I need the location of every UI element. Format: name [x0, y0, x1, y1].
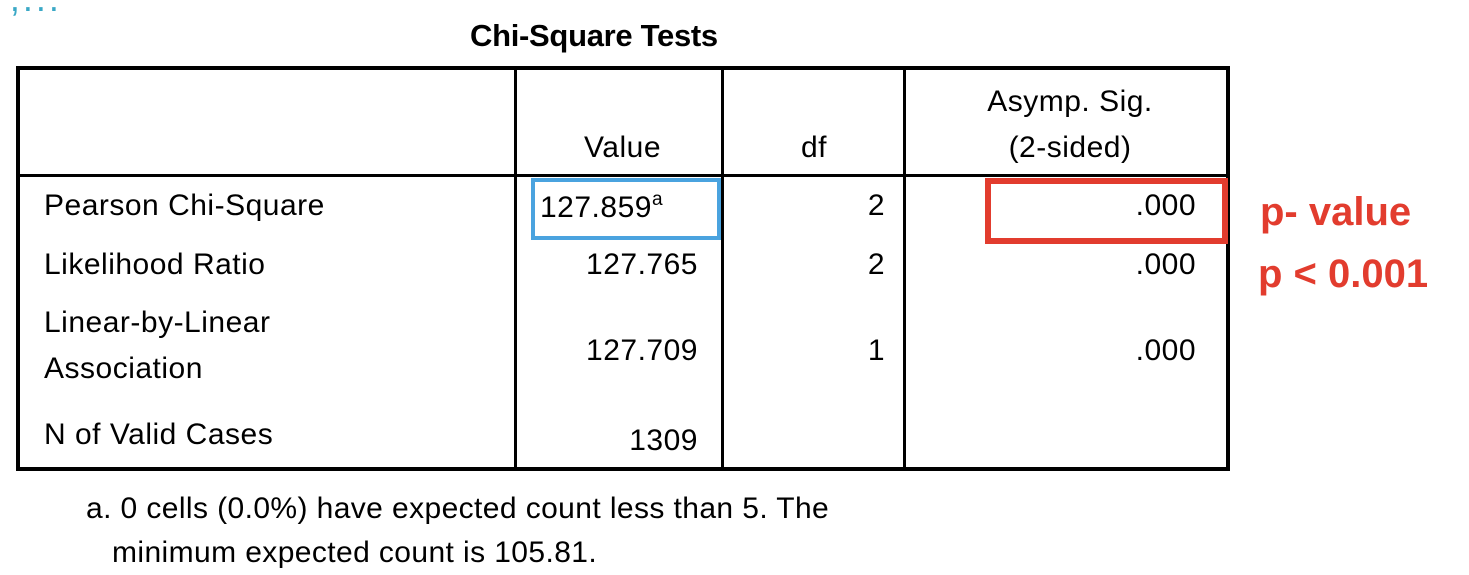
row-label-linear-1: Linear-by-Linear	[44, 306, 271, 339]
table-footnote: a. 0 cells (0.0%) have expected count le…	[86, 487, 829, 575]
row-value-pearson: 127.859a	[540, 189, 663, 225]
row-df-likelihood: 2	[867, 248, 885, 281]
p-threshold-annotation: p < 0.001	[1258, 252, 1429, 296]
row-label-likelihood: Likelihood Ratio	[44, 248, 266, 281]
value-highlight-box	[531, 178, 721, 240]
col-divider-3	[903, 70, 906, 467]
row-sig-likelihood: .000	[1135, 248, 1196, 281]
header-sig-line1: Asymp. Sig.	[987, 85, 1153, 118]
col-divider-2	[721, 70, 724, 467]
chi-square-table	[16, 66, 1230, 471]
footnote-marker: a	[651, 189, 664, 210]
corner-fragment: ',...	[0, 0, 62, 20]
footnote-line-1: a. 0 cells (0.0%) have expected count le…	[86, 492, 830, 525]
footnote-line-2: minimum expected count is 105.81.	[112, 536, 598, 569]
row-value-likelihood: 127.765	[586, 248, 698, 281]
value-number: 127.859	[540, 191, 652, 224]
col-divider-1	[514, 70, 517, 467]
row-sig-linear: .000	[1135, 334, 1196, 367]
header-df: df	[801, 131, 828, 164]
table-title: Chi-Square Tests	[470, 18, 718, 53]
row-value-n-valid: 1309	[629, 424, 698, 457]
row-sig-pearson: .000	[1135, 189, 1196, 222]
header-sig-line2: (2-sided)	[1008, 131, 1132, 164]
row-df-pearson: 2	[867, 189, 885, 222]
row-value-linear: 127.709	[586, 334, 698, 367]
row-label-linear-2: Association	[44, 352, 203, 385]
row-df-linear: 1	[867, 334, 885, 367]
row-label-pearson: Pearson Chi-Square	[44, 189, 325, 222]
sig-highlight-box	[985, 178, 1228, 244]
row-label-n-valid: N of Valid Cases	[44, 418, 274, 451]
header-value: Value	[584, 131, 662, 164]
p-value-annotation: p- value	[1260, 190, 1412, 234]
header-divider	[20, 174, 1226, 177]
